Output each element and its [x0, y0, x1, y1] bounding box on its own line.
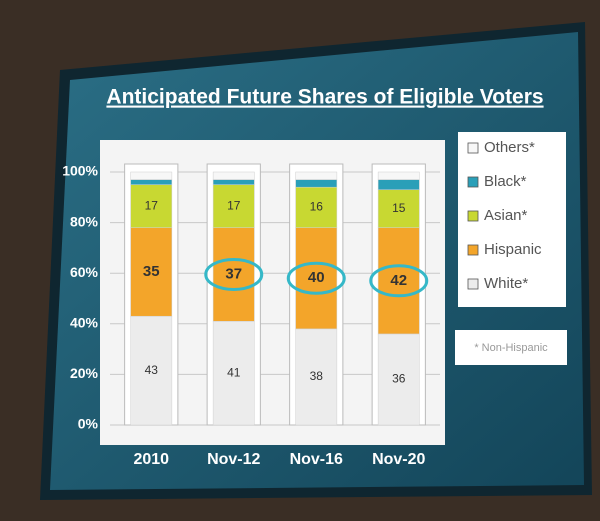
bar-segment: [377, 179, 420, 190]
bar-segment: [295, 227, 338, 330]
x-tick-label: Nov-16: [290, 451, 343, 468]
bar-segment: [212, 184, 255, 228]
bar-segment: [130, 171, 173, 180]
y-tick-label: 0%: [78, 416, 99, 432]
x-tick-label: Nov-20: [372, 451, 425, 468]
data-label: 17: [145, 198, 159, 212]
legend-label: Others*: [484, 139, 535, 156]
data-label: 43: [145, 363, 159, 377]
legend-swatch: [467, 244, 479, 256]
data-label: 40: [308, 269, 325, 286]
legend-swatch: [467, 278, 479, 290]
data-label: 15: [392, 201, 406, 215]
bar-segment: [377, 171, 420, 180]
legend-label: Asian*: [484, 207, 528, 224]
legend-label: Black*: [484, 173, 527, 190]
data-label: 38: [310, 369, 324, 383]
bar-segment: [295, 328, 338, 426]
y-tick-label: 100%: [62, 163, 98, 179]
data-label: 41: [227, 365, 241, 379]
data-label: 16: [310, 200, 324, 214]
bar-segment: [130, 179, 173, 185]
footnote-box: [455, 330, 567, 365]
y-tick-label: 80%: [70, 213, 99, 229]
footnote: * Non-Hispanic: [474, 342, 548, 354]
legend-label: Hispanic: [484, 241, 542, 258]
highlight-circle: [204, 257, 264, 291]
highlight-circle: [369, 264, 429, 298]
data-label: 37: [225, 265, 242, 282]
y-tick-label: 60%: [70, 264, 99, 280]
data-label: 42: [390, 272, 407, 289]
bar-segment: [130, 315, 173, 426]
data-label: 35: [143, 263, 160, 280]
legend-label: White*: [484, 275, 528, 292]
y-tick-label: 40%: [70, 315, 99, 331]
y-tick-label: 20%: [70, 365, 99, 381]
bar-segment: [130, 184, 173, 228]
legend-swatch: [467, 210, 479, 222]
bar-segment: [295, 186, 338, 228]
bar-segment: [295, 171, 338, 180]
x-tick-label: Nov-12: [207, 451, 260, 468]
bar-segment: [377, 227, 420, 335]
bar-segment: [130, 227, 173, 317]
highlight-circle: [286, 261, 346, 295]
chart-title: Anticipated Future Shares of Eligible Vo…: [106, 86, 543, 109]
bar-segment: [212, 171, 255, 180]
legend-swatch: [467, 142, 479, 154]
bar-segment: [212, 179, 255, 185]
bar-segment: [212, 227, 255, 322]
bar-segment: [377, 333, 420, 426]
x-tick-label: 2010: [133, 451, 169, 468]
bar-segment: [377, 189, 420, 228]
data-label: 36: [392, 372, 406, 386]
legend-swatch: [467, 176, 479, 188]
bar-segment: [295, 179, 338, 188]
data-label: 17: [227, 198, 241, 212]
